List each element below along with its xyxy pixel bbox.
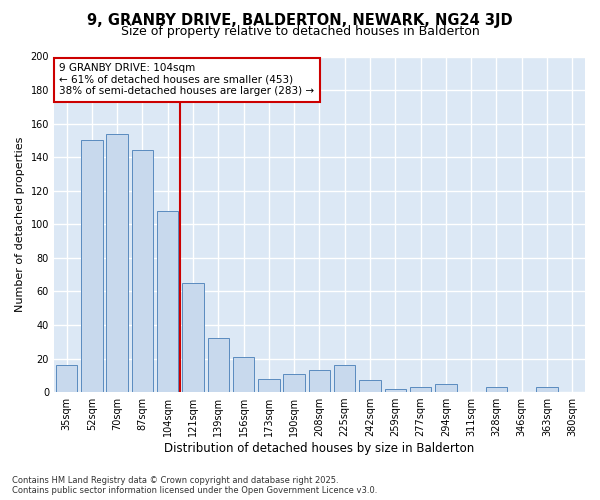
X-axis label: Distribution of detached houses by size in Balderton: Distribution of detached houses by size … (164, 442, 475, 455)
Bar (131, 150, 153, 392)
Text: Size of property relative to detached houses in Balderton: Size of property relative to detached ho… (121, 25, 479, 38)
Text: Contains HM Land Registry data © Crown copyright and database right 2025.
Contai: Contains HM Land Registry data © Crown c… (12, 476, 377, 495)
Bar (334, 365, 355, 392)
Bar (309, 370, 330, 392)
Bar (536, 387, 558, 392)
Bar (157, 211, 178, 392)
Bar (56, 365, 77, 392)
Bar (486, 387, 507, 392)
Y-axis label: Number of detached properties: Number of detached properties (15, 136, 25, 312)
Bar (106, 134, 128, 392)
Bar (258, 378, 280, 392)
Bar (81, 140, 103, 392)
Bar (385, 388, 406, 392)
Bar (182, 283, 204, 392)
Bar (410, 387, 431, 392)
Text: 9 GRANBY DRIVE: 104sqm
← 61% of detached houses are smaller (453)
38% of semi-de: 9 GRANBY DRIVE: 104sqm ← 61% of detached… (59, 63, 314, 96)
Bar (283, 374, 305, 392)
Bar (359, 380, 381, 392)
Bar (233, 357, 254, 392)
Bar (208, 338, 229, 392)
Bar (435, 384, 457, 392)
Text: 9, GRANBY DRIVE, BALDERTON, NEWARK, NG24 3JD: 9, GRANBY DRIVE, BALDERTON, NEWARK, NG24… (87, 12, 513, 28)
